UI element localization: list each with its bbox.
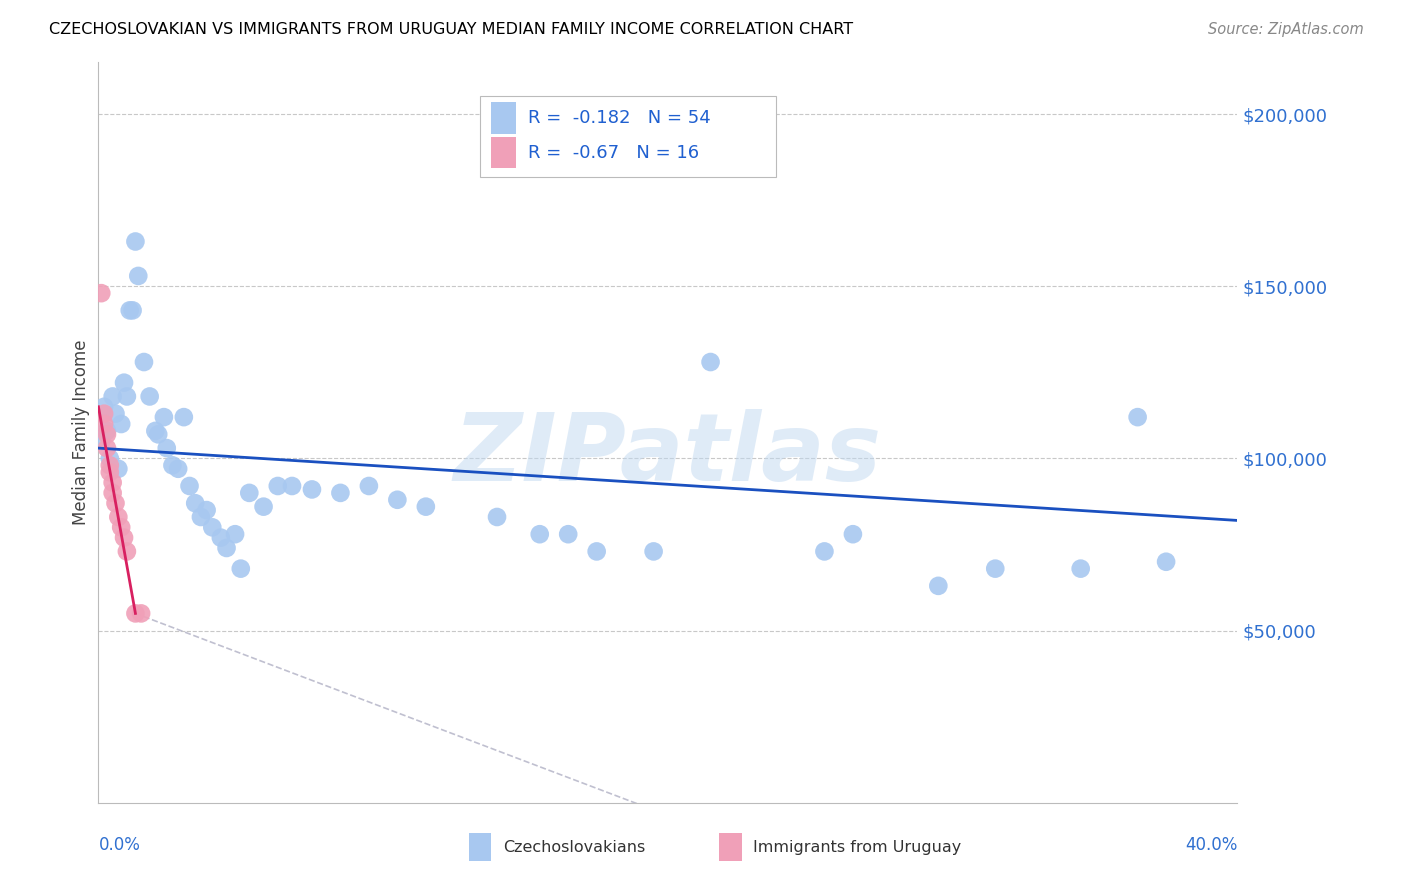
Point	[138, 389, 160, 403]
Point	[357, 479, 380, 493]
Point	[112, 376, 135, 390]
Point	[557, 527, 579, 541]
Point	[121, 303, 143, 318]
Point	[127, 268, 149, 283]
Point	[984, 561, 1007, 575]
Text: Source: ZipAtlas.com: Source: ZipAtlas.com	[1208, 22, 1364, 37]
Point	[162, 458, 184, 473]
Point	[173, 410, 195, 425]
FancyBboxPatch shape	[468, 833, 491, 862]
Point	[118, 303, 141, 318]
Point	[585, 544, 607, 558]
Text: ZIPatlas: ZIPatlas	[454, 409, 882, 500]
Point	[129, 607, 152, 621]
Point	[145, 424, 167, 438]
Point	[224, 527, 246, 541]
Point	[167, 462, 190, 476]
Point	[281, 479, 304, 493]
Point	[98, 458, 121, 473]
Point	[101, 475, 124, 490]
Point	[329, 486, 352, 500]
Point	[699, 355, 721, 369]
Point	[153, 410, 176, 425]
Y-axis label: Median Family Income: Median Family Income	[72, 340, 90, 525]
Point	[201, 520, 224, 534]
Point	[209, 531, 232, 545]
Point	[842, 527, 865, 541]
Point	[98, 465, 121, 479]
Point	[93, 400, 115, 414]
Point	[104, 496, 127, 510]
Point	[101, 389, 124, 403]
Point	[104, 407, 127, 421]
Point	[110, 417, 132, 431]
Point	[101, 486, 124, 500]
Point	[215, 541, 238, 555]
Text: R =  -0.182   N = 54: R = -0.182 N = 54	[527, 109, 710, 127]
FancyBboxPatch shape	[491, 137, 516, 169]
Point	[643, 544, 665, 558]
Point	[96, 424, 118, 438]
Point	[148, 427, 170, 442]
Point	[179, 479, 201, 493]
Point	[195, 503, 218, 517]
Point	[115, 544, 138, 558]
Point	[112, 531, 135, 545]
Point	[96, 441, 118, 455]
Point	[813, 544, 835, 558]
Point	[184, 496, 207, 510]
Point	[1070, 561, 1092, 575]
Text: 40.0%: 40.0%	[1185, 836, 1237, 855]
Point	[96, 427, 118, 442]
Point	[267, 479, 290, 493]
Point	[132, 355, 155, 369]
Point	[107, 462, 129, 476]
Point	[124, 607, 146, 621]
Point	[93, 417, 115, 431]
Point	[1154, 555, 1177, 569]
Point	[98, 451, 121, 466]
Point	[252, 500, 274, 514]
Point	[93, 407, 115, 421]
Point	[927, 579, 949, 593]
Point	[90, 286, 112, 301]
Text: 0.0%: 0.0%	[98, 836, 141, 855]
Point	[1126, 410, 1149, 425]
Point	[115, 389, 138, 403]
Point	[387, 492, 409, 507]
Point	[110, 520, 132, 534]
Point	[190, 510, 212, 524]
Point	[107, 510, 129, 524]
Point	[124, 235, 146, 249]
Text: Immigrants from Uruguay: Immigrants from Uruguay	[754, 839, 962, 855]
Text: CZECHOSLOVAKIAN VS IMMIGRANTS FROM URUGUAY MEDIAN FAMILY INCOME CORRELATION CHAR: CZECHOSLOVAKIAN VS IMMIGRANTS FROM URUGU…	[49, 22, 853, 37]
Point	[486, 510, 509, 524]
Point	[238, 486, 260, 500]
Point	[415, 500, 437, 514]
Point	[301, 483, 323, 497]
Point	[90, 434, 112, 449]
Point	[529, 527, 551, 541]
Text: Czechoslovakians: Czechoslovakians	[503, 839, 645, 855]
FancyBboxPatch shape	[491, 103, 516, 134]
FancyBboxPatch shape	[718, 833, 742, 862]
FancyBboxPatch shape	[479, 95, 776, 178]
Point	[229, 561, 252, 575]
Point	[156, 441, 179, 455]
Text: R =  -0.67   N = 16: R = -0.67 N = 16	[527, 144, 699, 161]
